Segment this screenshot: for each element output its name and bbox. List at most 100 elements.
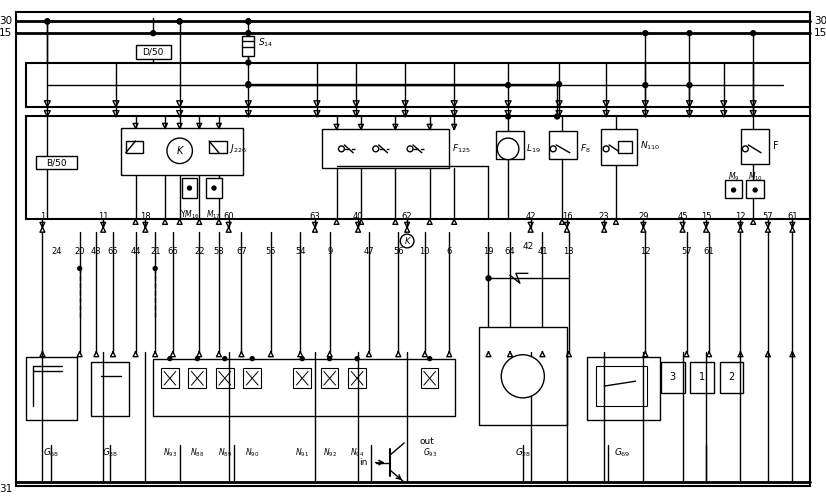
Bar — [747, 180, 764, 198]
Bar — [479, 328, 567, 426]
Text: 23: 23 — [599, 212, 610, 222]
Circle shape — [506, 114, 510, 119]
Text: 57: 57 — [681, 248, 692, 256]
Bar — [349, 368, 366, 388]
Bar — [719, 362, 743, 393]
Bar — [26, 116, 810, 220]
Text: B/50: B/50 — [45, 158, 66, 167]
Text: 10: 10 — [420, 248, 430, 256]
Text: $M_{10}$: $M_{10}$ — [748, 170, 762, 182]
Text: 15: 15 — [701, 212, 711, 222]
Bar — [161, 368, 178, 388]
Text: 42: 42 — [522, 242, 534, 252]
Text: $\Upsilon M_{16}$: $\Upsilon M_{16}$ — [179, 208, 199, 221]
Circle shape — [188, 186, 192, 190]
Circle shape — [506, 82, 510, 87]
Text: 47: 47 — [363, 248, 374, 256]
Text: 31: 31 — [0, 484, 12, 494]
Text: $N_{92}$: $N_{92}$ — [323, 446, 337, 459]
Bar — [206, 178, 222, 198]
Bar — [496, 131, 524, 158]
Text: 56: 56 — [393, 248, 404, 256]
Circle shape — [196, 356, 199, 360]
Text: 1: 1 — [699, 372, 705, 382]
Text: 64: 64 — [505, 248, 515, 256]
Bar — [216, 368, 234, 388]
Bar — [182, 178, 197, 198]
Circle shape — [178, 19, 182, 24]
Text: K: K — [177, 146, 183, 156]
Circle shape — [168, 356, 172, 360]
Circle shape — [401, 234, 414, 248]
Circle shape — [550, 146, 556, 152]
Text: 16: 16 — [562, 212, 572, 222]
Circle shape — [428, 356, 432, 360]
Text: 11: 11 — [98, 212, 108, 222]
Bar — [596, 366, 648, 406]
Circle shape — [212, 186, 216, 190]
Circle shape — [246, 82, 251, 87]
Text: 65: 65 — [107, 248, 118, 256]
Text: 58: 58 — [214, 248, 224, 256]
Text: $F_{125}$: $F_{125}$ — [452, 142, 471, 155]
Circle shape — [301, 356, 304, 360]
Text: 9: 9 — [327, 248, 332, 256]
Circle shape — [501, 354, 544, 398]
Circle shape — [246, 82, 251, 86]
Text: 61: 61 — [787, 212, 798, 222]
Text: 1: 1 — [40, 212, 45, 222]
Bar — [26, 62, 810, 106]
Circle shape — [246, 30, 251, 36]
Text: 66: 66 — [168, 248, 178, 256]
Bar — [242, 36, 254, 56]
Text: $S_{14}$: $S_{14}$ — [258, 36, 273, 49]
Bar — [691, 362, 714, 393]
Circle shape — [643, 82, 648, 87]
Text: out: out — [420, 436, 434, 446]
Text: 60: 60 — [223, 212, 234, 222]
Text: 43: 43 — [91, 248, 102, 256]
Text: in: in — [359, 458, 368, 467]
Bar — [320, 368, 339, 388]
Text: 55: 55 — [266, 248, 276, 256]
Text: 45: 45 — [677, 212, 688, 222]
Circle shape — [246, 60, 251, 65]
Text: 3: 3 — [670, 372, 676, 382]
Text: 18: 18 — [140, 212, 150, 222]
Text: $G_{28}$: $G_{28}$ — [515, 446, 531, 459]
Text: 12: 12 — [640, 248, 651, 256]
Text: K: K — [405, 236, 410, 246]
Text: $G_{69}$: $G_{69}$ — [615, 446, 631, 459]
Circle shape — [246, 19, 251, 24]
Bar — [618, 141, 632, 153]
Text: 22: 22 — [194, 248, 205, 256]
Bar — [661, 362, 685, 393]
Circle shape — [557, 82, 562, 86]
Text: $N_{93}$: $N_{93}$ — [163, 446, 177, 459]
Text: 54: 54 — [295, 248, 306, 256]
Bar — [601, 129, 637, 164]
Bar — [153, 358, 455, 416]
Circle shape — [643, 30, 648, 36]
Circle shape — [151, 30, 155, 36]
Bar — [209, 141, 226, 153]
Text: 62: 62 — [401, 212, 412, 222]
Text: $N_{91}$: $N_{91}$ — [295, 446, 309, 459]
Text: 21: 21 — [150, 248, 160, 256]
Text: 40: 40 — [353, 212, 363, 222]
Bar — [126, 141, 144, 153]
Circle shape — [732, 188, 735, 192]
Text: $G_{93}$: $G_{93}$ — [423, 446, 437, 459]
Circle shape — [246, 19, 251, 24]
Text: $N_{88}$: $N_{88}$ — [190, 446, 204, 459]
Circle shape — [743, 146, 748, 152]
Circle shape — [178, 19, 182, 24]
Text: F: F — [773, 141, 778, 151]
Bar — [322, 129, 449, 168]
Text: $N_{90}$: $N_{90}$ — [245, 446, 259, 459]
Bar — [420, 368, 439, 388]
Circle shape — [751, 30, 756, 36]
Text: 20: 20 — [74, 248, 85, 256]
Text: 19: 19 — [483, 248, 494, 256]
Circle shape — [355, 356, 359, 360]
